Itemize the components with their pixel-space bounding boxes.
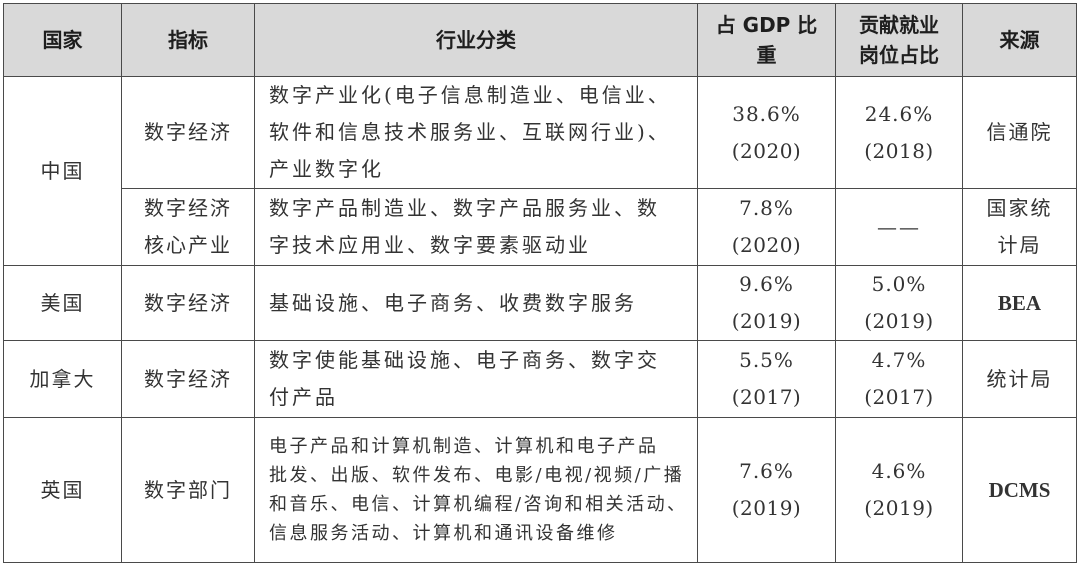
table-row: 美国 数字经济 基础设施、电子商务、收费数字服务 9.6% (2019) 5.0%… xyxy=(3,265,1077,341)
indicator-cell: 数字经济 核心产业 xyxy=(121,188,255,266)
header-gdp-share-line: 占 GDP 比 xyxy=(715,13,818,37)
digital-economy-comparison-table: 国家 指标 行业分类 占 GDP 比重 贡献就业岗位占比 来源 中国 数字经济 … xyxy=(3,3,1077,563)
gdp-share-value: 7.6% xyxy=(739,459,794,483)
table-row: 加拿大 数字经济 数字使能基础设施、电子商务、数字交 付产品 5.5% (2017)… xyxy=(3,340,1077,418)
job-share-cell: 24.6% (2018) xyxy=(835,76,963,189)
header-gdp-share-line: 重 xyxy=(756,43,777,67)
country-cell: 美国 xyxy=(3,265,122,341)
industry-line: 软件和信息技术服务业、互联网行业)、 xyxy=(269,120,671,144)
header-indicator: 指标 xyxy=(121,3,255,77)
indicator-line: 数字经济 xyxy=(144,196,232,220)
industry-cell: 数字产业化(电子信息制造业、电信业、 软件和信息技术服务业、互联网行业)、 产业数字… xyxy=(254,76,698,189)
header-country: 国家 xyxy=(3,3,122,77)
industry-line: 批发、出版、软件发布、电影/电视/视频/广播 xyxy=(269,465,685,486)
gdp-share-year: (2020) xyxy=(731,233,802,257)
job-share-cell: 4.6% (2019) xyxy=(835,417,963,563)
industry-line: 数字产品制造业、数字产品服务业、数 xyxy=(269,196,660,220)
header-source: 来源 xyxy=(962,3,1077,77)
country-cell: 加拿大 xyxy=(3,340,122,418)
gdp-share-cell: 9.6% (2019) xyxy=(697,265,836,341)
industry-line: 和音乐、电信、计算机编程/咨询和相关活动、 xyxy=(269,494,688,515)
job-share-value: 4.6% xyxy=(871,459,927,483)
industry-line: 字技术应用业、数字要素驱动业 xyxy=(269,233,591,257)
table-row: 中国 数字经济 数字产业化(电子信息制造业、电信业、 软件和信息技术服务业、互联网… xyxy=(3,76,1077,266)
table-row: 英国 数字部门 电子产品和计算机制造、计算机和电子产品批发、出版、软件发布、电影… xyxy=(3,417,1077,563)
indicator-cell: 数字经济 xyxy=(121,340,255,418)
industry-cell: 数字产品制造业、数字产品服务业、数 字技术应用业、数字要素驱动业 xyxy=(254,188,698,266)
header-job-share-line: 贡献就业 xyxy=(859,13,939,37)
job-share-cell: 5.0% (2019) xyxy=(835,265,963,341)
job-share-cell: 4.7% (2017) xyxy=(835,340,963,418)
source-line: 计局 xyxy=(997,233,1042,257)
industry-line: 电子产品和计算机制造、计算机和电子产品 xyxy=(269,436,659,457)
job-share-cell: —— xyxy=(835,188,963,266)
header-job-share: 贡献就业 岗位占比 xyxy=(835,3,963,77)
indicator-line: 核心产业 xyxy=(144,233,232,257)
gdp-share-year: (2019) xyxy=(731,309,802,333)
gdp-share-value: 5.5% xyxy=(739,348,794,372)
job-share-value: 24.6% xyxy=(864,101,934,126)
table-row: 数字经济核心产业 数字产品制造业、数字产品服务业、数 字技术应用业、数字要素驱动业… xyxy=(4,188,1077,266)
job-share-value: 4.7% xyxy=(871,348,927,372)
header-row: 国家 指标 行业分类 占 GDP 比重 贡献就业岗位占比 来源 xyxy=(3,3,1077,77)
header-gdp-share: 占 GDP 比重 xyxy=(697,3,836,77)
gdp-share-value: 7.8% xyxy=(739,196,794,220)
industry-line: 数字产业化(电子信息制造业、电信业、 xyxy=(269,83,671,107)
indicator-cell: 数字部门 xyxy=(121,417,255,563)
gdp-share-year: (2017) xyxy=(731,385,802,409)
gdp-share-cell: 7.6% (2019) xyxy=(697,417,836,563)
industry-cell: 数字使能基础设施、电子商务、数字交 付产品 xyxy=(254,340,698,418)
gdp-share-value: 38.6% xyxy=(732,101,801,126)
gdp-share-value: 9.6% xyxy=(739,272,794,296)
industry-line: 数字使能基础设施、电子商务、数字交 xyxy=(269,348,660,372)
job-share-year: (2019) xyxy=(864,496,934,520)
source-cell: DCMS xyxy=(962,417,1077,563)
gdp-share-cell: 5.5% (2017) xyxy=(697,340,836,418)
indicator-cell: 数字经济 xyxy=(121,265,255,341)
job-share-value: 5.0% xyxy=(871,272,927,296)
country-cell: 中国 xyxy=(3,76,122,266)
job-share-year: (2019) xyxy=(864,309,934,333)
header-job-share-line: 岗位占比 xyxy=(859,43,939,67)
job-share-year: (2017) xyxy=(864,385,934,409)
gdp-share-year: (2019) xyxy=(731,496,802,520)
industry-line: 产业数字化 xyxy=(269,157,384,181)
job-share-year: (2018) xyxy=(864,138,934,163)
header-industry: 行业分类 xyxy=(254,3,698,77)
gdp-share-year: (2020) xyxy=(731,138,802,163)
industry-cell: 电子产品和计算机制造、计算机和电子产品批发、出版、软件发布、电影/电视/视频/广… xyxy=(254,417,698,563)
gdp-share-cell: 38.6% (2020) xyxy=(697,76,836,189)
source-cell: 统计局 xyxy=(962,340,1077,418)
source-cell: BEA xyxy=(962,265,1077,341)
industry-line: 付产品 xyxy=(269,385,338,409)
country-cell: 英国 xyxy=(3,417,122,563)
table-wrapper: 国家 指标 行业分类 占 GDP 比重 贡献就业岗位占比 来源 中国 数字经济 … xyxy=(3,3,1077,563)
industry-line: 信息服务活动、计算机和通讯设备维修 xyxy=(269,523,618,544)
source-cell: 信通院 xyxy=(962,76,1077,189)
industry-cell: 基础设施、电子商务、收费数字服务 xyxy=(254,265,698,341)
source-cell: 国家统 计局 xyxy=(962,188,1077,266)
indicator-cell: 数字经济 xyxy=(121,76,255,189)
gdp-share-cell: 7.8% (2020) xyxy=(697,188,836,266)
source-line: 国家统 xyxy=(986,196,1053,220)
